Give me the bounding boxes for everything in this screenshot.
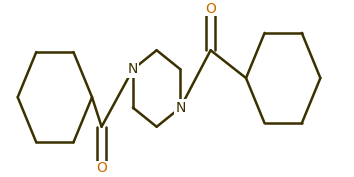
Text: O: O (205, 2, 216, 16)
Text: N: N (128, 62, 138, 76)
Text: N: N (175, 101, 185, 115)
Text: O: O (96, 161, 107, 175)
